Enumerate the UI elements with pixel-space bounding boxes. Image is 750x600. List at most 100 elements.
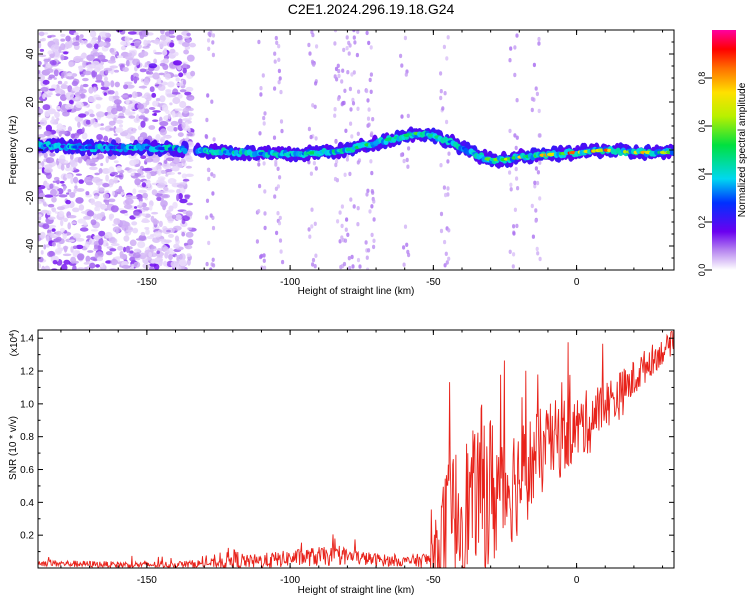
heatmap-noise-cell <box>128 115 136 119</box>
heatmap-streak-cell <box>356 206 360 211</box>
heatmap-streak-cell <box>515 135 519 140</box>
heatmap-noise-cell <box>137 241 146 249</box>
heatmap-noise-cell <box>38 134 46 138</box>
heatmap-noise-cell <box>127 104 136 110</box>
heatmap-noise-cell <box>181 61 188 65</box>
heatmap-noise-cell <box>117 115 126 119</box>
heatmap-noise-cell <box>139 136 144 141</box>
ridge-peak-cell <box>284 153 289 157</box>
heatmap-noise-cell <box>87 96 97 103</box>
heatmap-noise-cell <box>97 35 102 43</box>
heatmap-noise-cell <box>176 184 185 188</box>
heatmap-noise-cell <box>104 37 111 43</box>
heatmap-streak-cell <box>333 113 337 118</box>
heatmap-noise-cell <box>84 241 90 249</box>
heatmap-noise-cell <box>38 60 42 66</box>
heatmap-noise-cell <box>127 127 136 134</box>
heatmap-streak-cell <box>307 227 311 232</box>
heatmap-noise-cell <box>43 152 48 159</box>
heatmap-streak-cell <box>514 145 518 151</box>
snr-multiplier-base: (x10 <box>9 336 20 356</box>
heatmap-noise-cell <box>100 211 105 218</box>
heatmap-noise-cell <box>125 59 130 67</box>
heatmap-streak-cell <box>348 171 352 177</box>
heatmap-noise-cell <box>48 88 56 91</box>
heatmap-noise-cell <box>185 231 194 238</box>
heatmap-noise-cell <box>124 198 134 205</box>
heatmap-noise-cell <box>73 32 79 36</box>
heatmap-noise-cell <box>108 95 113 102</box>
heatmap-noise-cell <box>146 172 152 180</box>
heatmap-streak-cell <box>255 239 259 244</box>
heatmap-noise-cell <box>49 152 56 157</box>
heatmap-noise-cell <box>111 51 117 55</box>
heatmap-noise-cell <box>77 267 85 270</box>
heatmap-noise-cell <box>75 197 84 204</box>
x-tick-label: 0 <box>574 575 580 586</box>
heatmap-streak-cell <box>344 128 348 133</box>
heatmap-noise-cell <box>90 229 99 232</box>
x-tick-label: 0 <box>574 277 580 288</box>
heatmap-noise-cell <box>66 75 75 80</box>
heatmap-streak-cell <box>344 227 348 232</box>
heatmap-streak-cell <box>207 176 211 182</box>
heatmap-noise-cell <box>148 251 153 258</box>
heatmap-noise-cell <box>110 258 118 266</box>
heatmap-noise-cell <box>107 59 116 64</box>
heatmap-noise-cell <box>94 195 99 200</box>
heatmap-noise-cell <box>104 76 108 82</box>
heatmap-noise-cell <box>176 188 181 194</box>
heatmap-streak-cell <box>370 189 374 194</box>
heatmap-noise-cell <box>129 250 134 254</box>
heatmap-noise-cell <box>45 124 53 133</box>
ridge-cell <box>669 149 674 156</box>
heatmap-noise-cell <box>51 196 57 203</box>
heatmap-noise-cell <box>54 111 60 119</box>
heatmap-noise-cell <box>65 173 73 179</box>
heatmap-noise-cell <box>87 250 94 253</box>
heatmap-noise-cell <box>178 118 183 125</box>
heatmap-noise-cell <box>53 77 57 80</box>
heatmap-streak-cell <box>350 72 354 77</box>
heatmap-noise-cell <box>136 114 140 122</box>
heatmap-streak-cell <box>509 187 513 192</box>
heatmap-streak-cell <box>262 115 266 121</box>
heatmap-noise-cell <box>64 41 73 49</box>
heatmap-noise-cell <box>147 181 151 188</box>
heatmap-noise-cell <box>62 111 70 117</box>
heatmap-noise-cell <box>87 61 92 65</box>
heatmap-noise-cell <box>69 192 76 198</box>
heatmap-noise-cell <box>138 115 146 120</box>
heatmap-streak-cell <box>399 53 403 59</box>
heatmap-noise-cell <box>71 221 77 225</box>
heatmap-noise-cell <box>157 168 162 176</box>
heatmap-noise-cell <box>119 124 123 128</box>
heatmap-streak-cell <box>276 211 280 216</box>
heatmap-noise-cell <box>70 246 74 253</box>
heatmap-noise-cell <box>65 203 71 209</box>
heatmap-streak-cell <box>346 232 350 237</box>
heatmap-streak-cell <box>368 77 372 83</box>
heatmap-noise-cell <box>38 41 42 49</box>
heatmap-noise-cell <box>168 35 176 38</box>
heatmap-noise-cell <box>178 259 187 267</box>
heatmap-streak-cell <box>447 151 451 156</box>
heatmap-noise-cell <box>48 224 57 228</box>
heatmap-noise-cell <box>98 41 107 47</box>
heatmap-streak-cell <box>349 197 353 202</box>
heatmap-noise-cell <box>113 218 121 225</box>
heatmap-streak-cell <box>537 36 541 42</box>
heatmap-noise-cell <box>143 39 148 47</box>
heatmap-streak-cell <box>205 215 209 220</box>
heatmap-streak-cell <box>365 30 369 36</box>
heatmap-streak-cell <box>345 157 349 162</box>
heatmap-noise-cell <box>115 227 119 235</box>
heatmap-streak-cell <box>343 88 347 94</box>
heatmap-noise-cell <box>108 198 116 203</box>
heatmap-noise-cell <box>67 72 73 77</box>
heatmap-streak-cell <box>277 221 282 226</box>
heatmap-streak-cell <box>212 263 216 268</box>
heatmap-noise-cell <box>146 235 155 240</box>
heatmap-streak-cell <box>348 43 352 48</box>
heatmap-noise-cell <box>138 189 147 194</box>
